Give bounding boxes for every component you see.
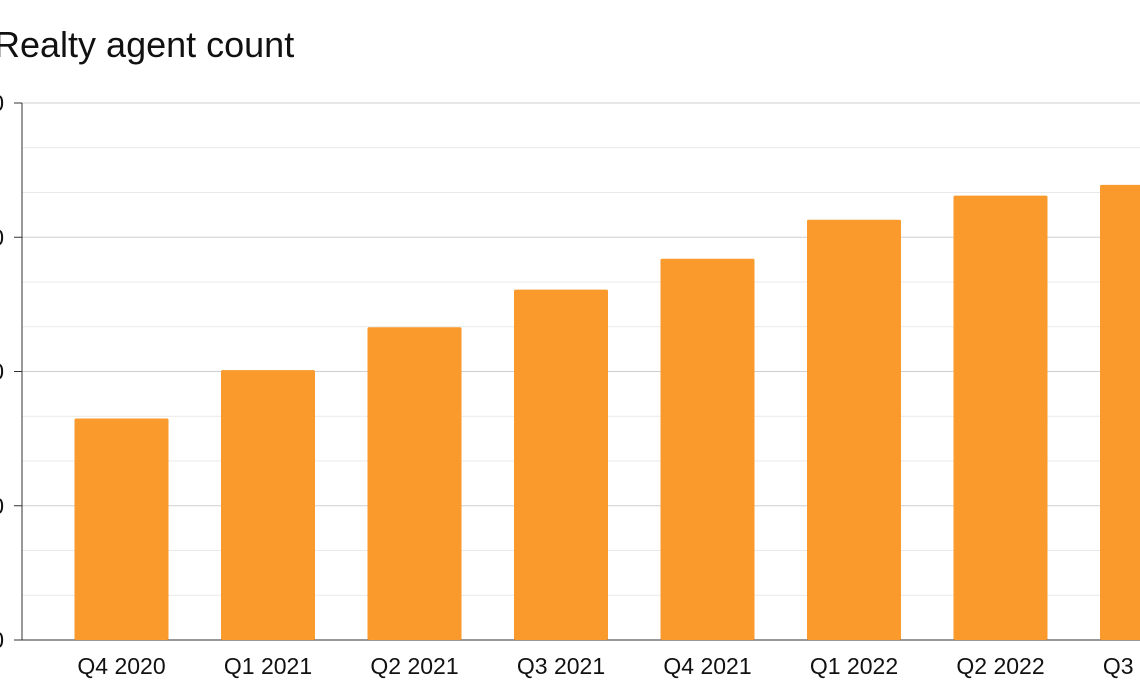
x-tick-label: Q4 2020 bbox=[77, 653, 165, 679]
y-tick-label: 0 bbox=[0, 493, 4, 519]
bar bbox=[1100, 184, 1140, 640]
y-tick-labels: 0 0 0 0 0 bbox=[0, 90, 4, 653]
x-tick-label: Q2 2022 bbox=[956, 653, 1044, 679]
bar bbox=[514, 289, 608, 640]
x-tick-label: Q3 2021 bbox=[517, 653, 605, 679]
bar bbox=[367, 327, 462, 640]
x-tick-label: Q1 2021 bbox=[224, 653, 312, 679]
bar bbox=[221, 370, 315, 640]
y-tick-label: 0 bbox=[0, 627, 4, 653]
x-tick-label: Q2 2021 bbox=[370, 653, 458, 679]
chart-title: Realty agent count bbox=[0, 24, 295, 65]
bars bbox=[74, 184, 1140, 641]
bar bbox=[660, 258, 755, 640]
x-tick-label: Q3 2022 bbox=[1103, 653, 1140, 679]
bar bbox=[953, 195, 1048, 640]
x-tick-labels: Q4 2020 Q1 2021 Q2 2021 Q3 2021 Q4 2021 Q1 20… bbox=[77, 653, 1140, 679]
x-tick-label: Q4 2021 bbox=[663, 653, 751, 679]
bar bbox=[807, 219, 901, 641]
y-tick-label: 0 bbox=[0, 359, 4, 385]
y-tick-label: 0 bbox=[0, 224, 4, 250]
bar bbox=[74, 418, 169, 640]
x-tick-label: Q1 2022 bbox=[810, 653, 898, 679]
y-tick-label: 0 bbox=[0, 90, 4, 116]
